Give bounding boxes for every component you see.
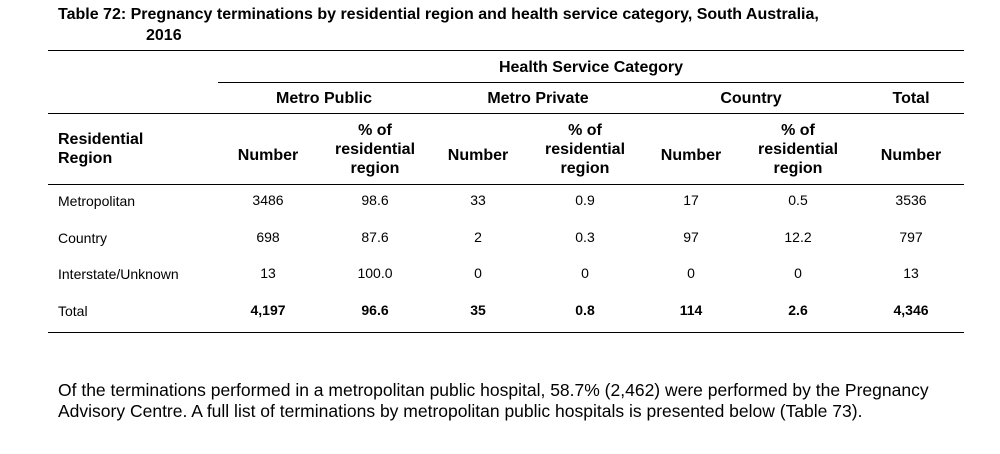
top-rule [48,50,964,51]
table-cell-total: 35 [470,302,486,318]
table-cell-total: 4,346 [893,302,929,318]
table-cell: 797 [899,229,923,245]
row-label-total: Total [58,303,88,319]
table-cell: 13 [260,265,276,281]
table-cell: 0 [581,265,589,281]
table-cell: 0 [474,265,482,281]
header-bottom-rule [48,184,964,185]
table-cell: 0 [794,265,802,281]
row-header: Residential Region [58,130,143,168]
col-header-number: Number [237,147,299,164]
table-cell: 98.6 [361,192,389,208]
table-cell: 13 [903,265,919,281]
table-cell: 87.6 [361,229,389,245]
super-header-rule [218,82,964,83]
group-header-country: Country [720,90,782,107]
table-cell-total: 4,197 [250,302,286,318]
super-header: Health Service Category [498,59,684,76]
table-cell: 0.5 [788,192,808,208]
group-header-metro-public: Metro Public [275,90,373,107]
table-cell: 3486 [252,192,284,208]
col-header-number: Number [447,147,509,164]
table-cell: 0.3 [575,229,595,245]
table-cell: 100.0 [357,265,393,281]
group-header-metro-private: Metro Private [487,90,589,107]
table-cell: 12.2 [784,229,812,245]
table-title: Table 72: Pregnancy terminations by resi… [58,4,958,46]
table-bottom-rule [48,332,964,333]
table-cell: 0 [687,265,695,281]
table-cell-total: 0.8 [575,302,595,318]
table-cell: 2 [474,229,482,245]
table-cell-total: 96.6 [361,302,389,318]
table-title-line1: Table 72: Pregnancy terminations by resi… [58,6,819,23]
row-label-metropolitan: Metropolitan [58,193,136,209]
row-header-line1: Residential [58,131,144,148]
body-paragraph: Of the terminations performed in a metro… [58,380,929,421]
table-title-line2: 2016 [146,27,182,44]
table-cell: 0.9 [575,192,595,208]
col-header-pct: % of residential region [757,122,839,177]
table-cell: 17 [683,192,699,208]
table-cell: 97 [683,229,699,245]
table-cell-total: 114 [679,302,703,318]
col-header-pct: % of residential region [544,122,626,177]
group-header-total: Total [892,90,930,107]
table-cell: 33 [470,192,486,208]
col-header-number: Number [880,147,942,164]
col-header-pct: % of residential region [334,122,416,177]
row-header-line2: Region [58,150,113,167]
row-label-interstate-unknown: Interstate/Unknown [58,266,179,282]
table-cell-total: 2.6 [788,302,808,318]
group-header-rule [48,113,964,114]
table-cell: 698 [256,229,280,245]
col-header-number: Number [660,147,722,164]
table-cell: 3536 [895,192,927,208]
row-label-country: Country [58,230,108,246]
